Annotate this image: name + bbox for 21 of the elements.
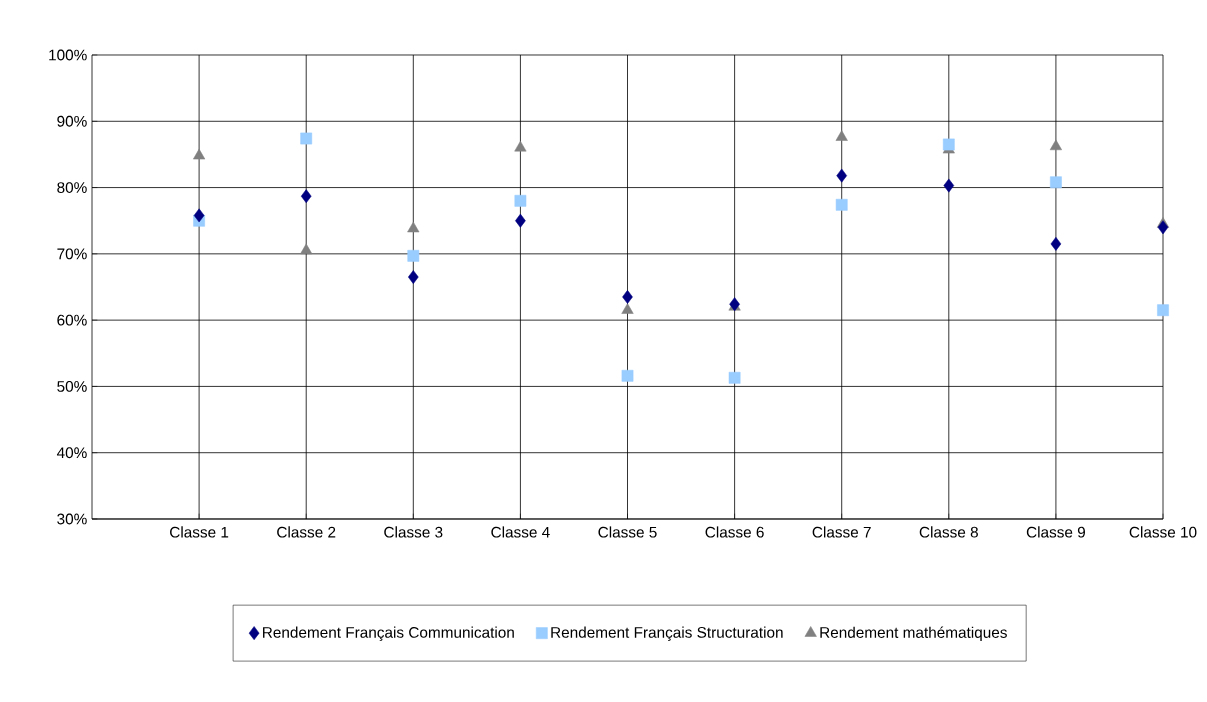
legend-label: Rendement Français Structuration	[551, 626, 783, 641]
x-tick-label: Classe 8	[919, 526, 978, 538]
y-tick-label: 70%	[57, 248, 87, 260]
x-tick-label: Classe 10	[1129, 526, 1197, 538]
y-tick-label: 90%	[57, 115, 87, 127]
x-tick-label: Classe 4	[491, 526, 550, 538]
y-tick-label: 60%	[57, 314, 87, 326]
x-tick-label: Classe 7	[812, 526, 871, 538]
x-tick-label: Classe 6	[705, 526, 764, 538]
x-tick-label: Classe 3	[384, 526, 443, 538]
x-tick-label: Classe 2	[277, 526, 336, 538]
y-tick-label: 80%	[57, 182, 87, 193]
y-tick-label: 40%	[56, 447, 87, 459]
x-tick-label: Classe 5	[598, 526, 657, 538]
legend-label: Rendement Français Communication	[263, 626, 514, 641]
y-tick-label: 100%	[49, 49, 87, 61]
legend-label: Rendement mathématiques	[820, 626, 1007, 641]
y-tick-label: 30%	[57, 513, 87, 525]
x-tick-label: Classe 1	[170, 526, 229, 538]
x-tick-label: Classe 9	[1026, 526, 1085, 538]
y-tick-label: 50%	[57, 380, 87, 392]
